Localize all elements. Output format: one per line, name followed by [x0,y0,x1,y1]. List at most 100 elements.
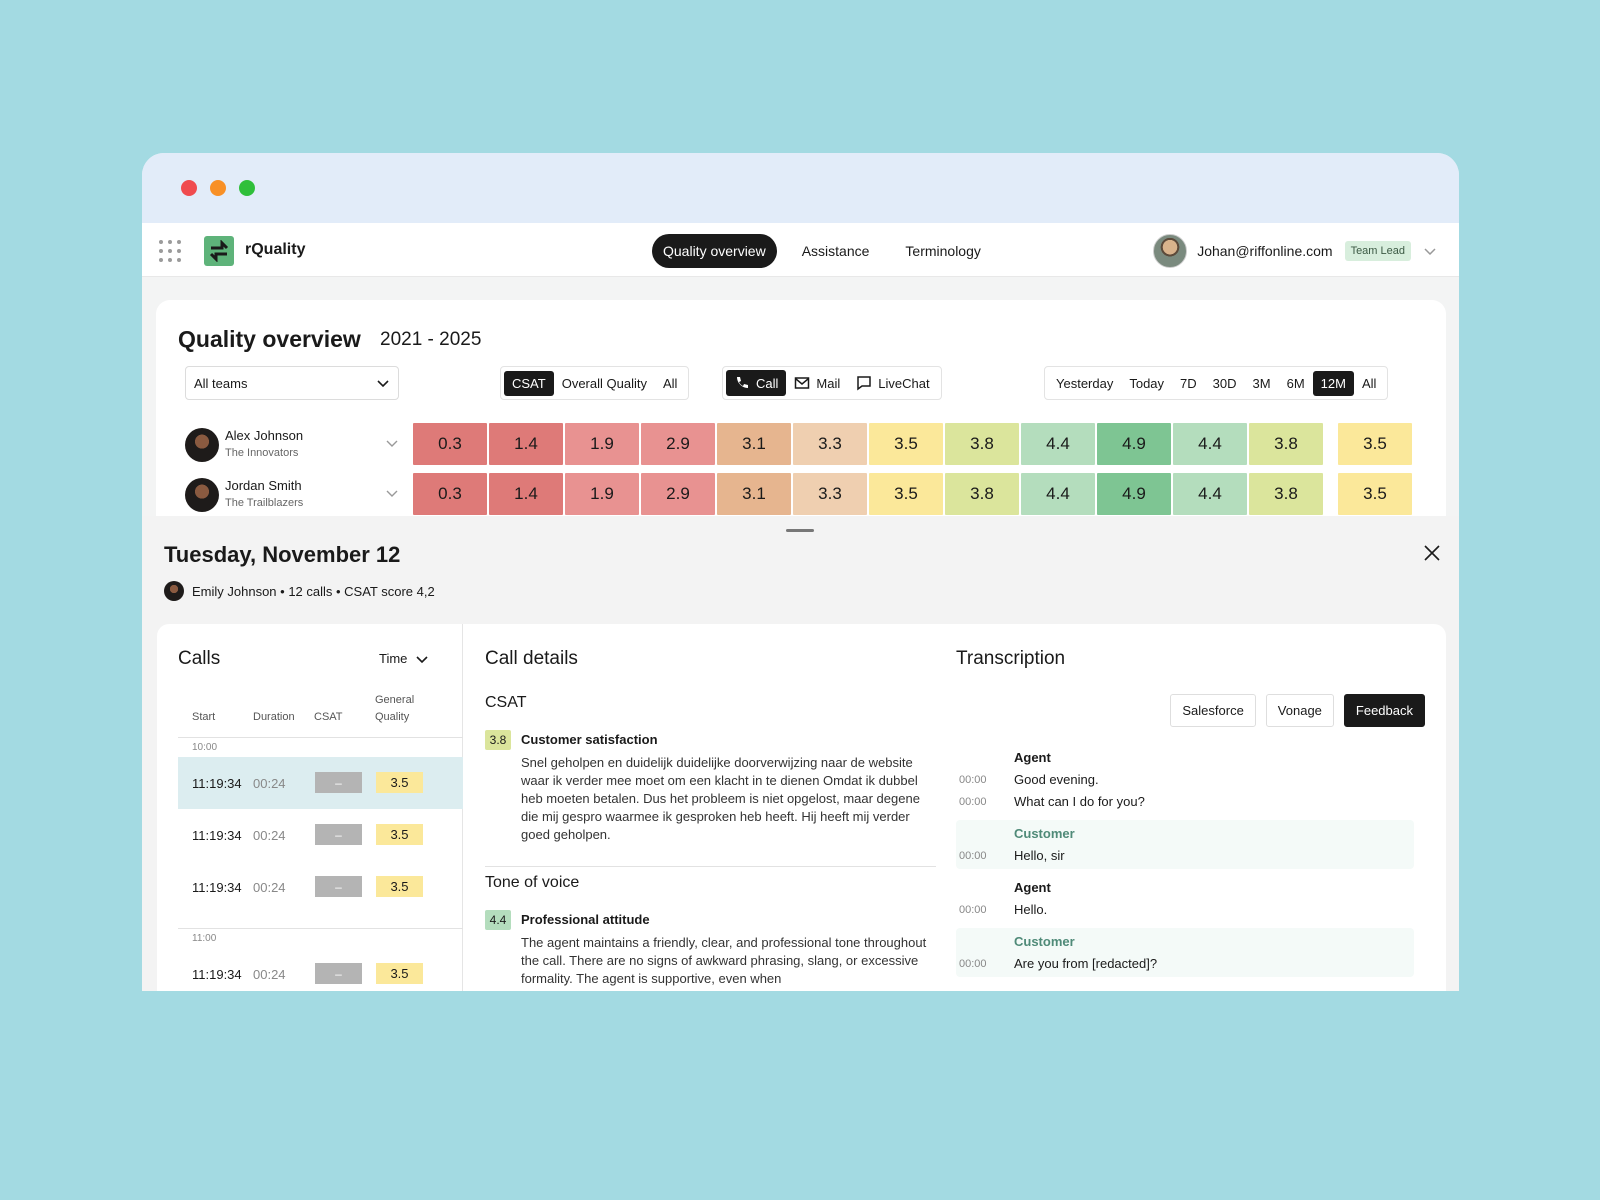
period_filter-option-7d[interactable]: 7D [1172,371,1205,396]
time-sort-label: Time [379,651,408,666]
score-cell[interactable]: 2.9 [641,473,715,515]
timestamp[interactable]: 00:00 [959,958,987,970]
nav-tab-quality-overview[interactable]: Quality overview [652,234,777,268]
role-badge: Team Lead [1344,241,1411,261]
score-cell[interactable]: 4.9 [1097,423,1171,465]
close-icon[interactable] [1421,542,1443,564]
score-cell[interactable]: 3.1 [717,473,791,515]
score-cell[interactable]: 3.5 [869,473,943,515]
metric_filter-option-csat[interactable]: CSAT [504,370,554,396]
score-cell[interactable]: 0.3 [413,423,487,465]
score-cell[interactable]: 3.3 [793,423,867,465]
channel_filter-option-mail[interactable]: Mail [786,370,848,396]
total-score-cell[interactable]: 3.5 [1338,423,1412,465]
score-cell[interactable]: 4.4 [1021,423,1095,465]
score-cell[interactable]: 4.9 [1097,473,1171,515]
quality-badge: 3.5 [376,963,423,984]
period_filter-option-12m[interactable]: 12M [1312,370,1354,396]
csat-badge: – [315,824,362,845]
user-email: Johan@riffonline.com [1197,243,1333,259]
section-heading-tone: Tone of voice [485,874,580,891]
score-cell[interactable]: 1.9 [565,473,639,515]
total-score-cell[interactable]: 3.5 [1338,473,1412,515]
transcription-title: Transcription [956,648,1066,669]
minimize-window-button[interactable] [210,180,226,196]
period_filter-option-6m[interactable]: 6M [1279,371,1313,396]
period_filter-option-today[interactable]: Today [1121,371,1172,396]
call-row[interactable]: 11:19:34 00:24 –3.5 [178,809,463,861]
score-cell[interactable]: 4.4 [1173,473,1247,515]
metric_filter-option-label: All [662,375,678,391]
close-window-button[interactable] [181,180,197,196]
vonage-button[interactable]: Vonage [1265,694,1334,727]
score-cell[interactable]: 3.8 [1249,423,1323,465]
drawer-handle[interactable] [786,529,814,532]
csat-badge: – [315,876,362,897]
call-row[interactable]: 11:19:34 00:24 –3.5 [178,861,463,913]
metric_filter-option-all[interactable]: All [655,371,685,396]
call-start-time: 11:19:34 [192,880,242,895]
period_filter-option-label: 7D [1180,375,1197,391]
chevron-down-icon[interactable] [1423,244,1437,258]
divider [178,928,463,929]
score-cell[interactable]: 3.8 [945,473,1019,515]
apps-grid-icon[interactable] [159,240,181,262]
channel_filter-option-call[interactable]: Call [726,370,787,396]
agent-team: The Innovators [225,447,299,459]
chevron-down-icon[interactable] [385,436,399,450]
period_filter-option-label: All [1361,375,1377,391]
score-cell[interactable]: 3.8 [1249,473,1323,515]
feedback-button[interactable]: Feedback [1343,694,1425,727]
timestamp[interactable]: 00:00 [959,796,987,808]
score-cell[interactable]: 3.3 [793,473,867,515]
score-cell[interactable]: 0.3 [413,473,487,515]
quality-badge: 3.5 [376,772,423,793]
period_filter-option-30d[interactable]: 30D [1205,371,1245,396]
nav-tab-terminology[interactable]: Terminology [905,243,981,259]
call-details-title: Call details [485,648,578,669]
score-cells: 0.3 1.4 1.9 2.9 3.1 3.3 3.5 3.8 4.4 4.9 4.4 3.8 3.5 [413,423,1412,465]
calls-list: Calls Time Start Duration CSAT General Q… [157,624,463,991]
app-name: rQuality [245,241,306,258]
period_filter-option-yesterday[interactable]: Yesterday [1048,371,1121,396]
channel_filter-option-livechat[interactable]: LiveChat [848,370,937,396]
score-cell[interactable]: 4.4 [1173,423,1247,465]
period_filter-option-all[interactable]: All [1354,371,1384,396]
user-menu[interactable]: Johan@riffonline.com Team Lead [1153,234,1437,268]
score-cells: 0.3 1.4 1.9 2.9 3.1 3.3 3.5 3.8 4.4 4.9 4.4 3.8 3.5 [413,473,1412,515]
timestamp[interactable]: 00:00 [959,904,987,916]
criterion-text: Snel geholpen en duidelijk duidelijke do… [521,755,920,842]
page-title: Quality overview [178,326,361,352]
timestamp[interactable]: 00:00 [959,774,987,786]
col-header-csat: CSAT [314,711,343,723]
agent-name: Jordan Smith [225,478,302,493]
phone-icon [737,377,748,388]
call-details: Call details CSAT 3.8 Customer satisfact… [464,624,956,991]
team-select[interactable]: All teams [185,366,399,400]
call-row[interactable]: 11:19:34 00:24 –3.5 [178,948,463,991]
score-cell[interactable]: 1.4 [489,473,563,515]
metric_filter-option-overall-quality[interactable]: Overall Quality [554,371,655,396]
score-cell[interactable]: 4.4 [1021,473,1095,515]
call-row[interactable]: 11:19:34 00:24 –3.5 [178,757,463,809]
time-sort-button[interactable]: Time [379,651,429,666]
transcript-block: Customer 00:00 Hello, sir [956,820,1414,869]
transcript-block: Agent 00:00 Hello. [956,874,1414,923]
agent-row[interactable]: Jordan Smith The Trailblazers 0.3 1.4 1.9 2.9… [185,473,1412,517]
score-cell[interactable]: 3.5 [869,423,943,465]
period_filter-option-3m[interactable]: 3M [1245,371,1279,396]
maximize-window-button[interactable] [239,180,255,196]
timestamp[interactable]: 00:00 [959,850,987,862]
metric_filter-option-label: Overall Quality [561,375,647,391]
score-cell[interactable]: 3.8 [945,423,1019,465]
agent-row[interactable]: Alex Johnson The Innovators 0.3 1.4 1.9 2.9 3.… [185,423,1412,467]
chevron-down-icon[interactable] [385,486,399,500]
score-cell[interactable]: 3.1 [717,423,791,465]
drawer-title: Tuesday, November 12 [164,542,401,567]
transcription-actions: Salesforce Vonage Feedback [1160,694,1425,727]
nav-tab-assistance[interactable]: Assistance [801,243,870,259]
salesforce-button[interactable]: Salesforce [1170,694,1256,727]
score-cell[interactable]: 1.9 [565,423,639,465]
score-cell[interactable]: 1.4 [489,423,563,465]
score-cell[interactable]: 2.9 [641,423,715,465]
